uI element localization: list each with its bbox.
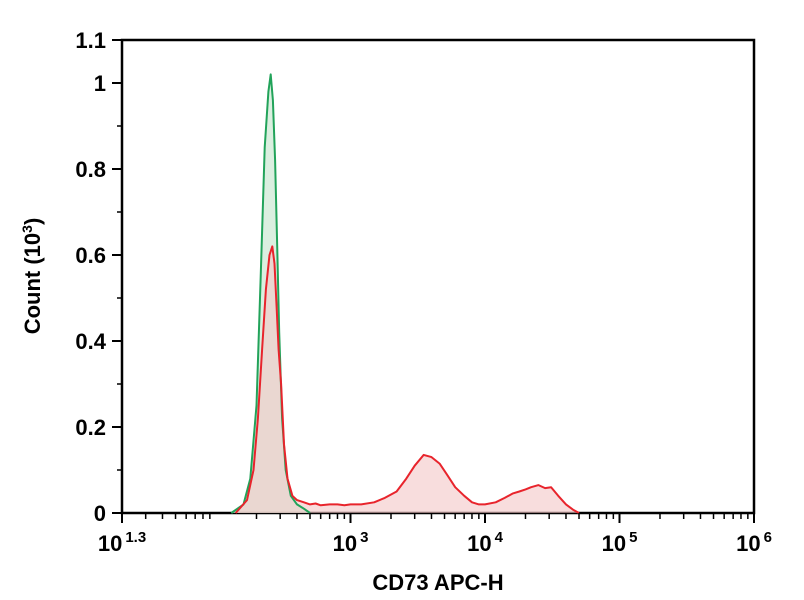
ticks-layer: 00.20.40.60.811.110 1.3 10 3 10 4 10 5 10 6 [75,28,772,556]
series-2-line [234,245,580,514]
x-tick-base: 10 [333,531,357,556]
series-1-line [230,73,311,514]
x-tick-base: 10 [98,531,122,556]
series-layer [230,73,580,514]
x-tick-exponent: 4 [495,529,504,546]
y-tick-label-1: 0.2 [75,415,106,440]
y-axis-title-tail: ) [20,218,45,225]
y-axis-title-main: Count (10 [20,233,45,334]
x-axis-title: CD73 APC-H [372,570,503,595]
x-tick-label-3: 10 5 [602,529,638,556]
series-2-area [235,246,579,513]
y-tick-label-2: 0.4 [75,329,106,354]
x-tick-base: 10 [736,531,760,556]
x-tick-base: 10 [602,531,626,556]
x-tick-label-0: 10 1.3 [98,529,146,556]
y-tick-label-4: 0.8 [75,157,106,182]
y-axis-title: Count (103) [19,218,45,335]
y-tick-label-3: 0.6 [75,243,106,268]
x-tick-label-4: 10 6 [736,529,772,556]
plot-frame [120,38,756,515]
y-tick-label-5: 1 [94,71,106,96]
y-tick-label-0: 0 [94,501,106,526]
x-tick-exponent: 1.3 [125,529,146,546]
x-tick-label-2: 10 4 [467,529,503,556]
x-tick-base: 10 [467,531,491,556]
x-tick-exponent: 6 [764,529,772,546]
x-tick-label-1: 10 3 [333,529,369,556]
x-tick-exponent: 5 [629,529,637,546]
y-tick-label-6: 1.1 [75,28,106,53]
x-tick-exponent: 3 [360,529,368,546]
y-axis-title-superscript: 3 [19,225,35,233]
